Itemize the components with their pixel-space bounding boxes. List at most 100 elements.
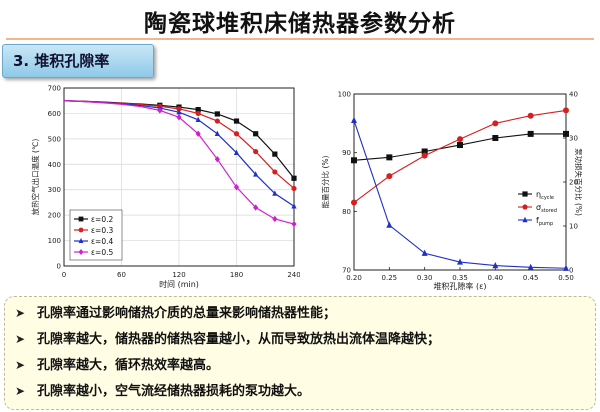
data-point <box>272 169 278 175</box>
bullet-text: 孔隙率越小，空气流经储热器损耗的泵功越大。 <box>37 384 311 399</box>
bullet-item: ➤ 孔隙率越大，循环热效率越高。 <box>15 353 219 377</box>
y-right-tick-label: 20 <box>569 179 578 187</box>
y-axis-label: 放热空气出口温度 (℃) <box>30 139 40 216</box>
legend-marker <box>78 238 84 243</box>
bullet-item: ➤ 孔隙率越大，储热器的储热容量越小，从而导致放热出流体温降越快； <box>15 327 440 351</box>
section-header: 3. 堆积孔隙率 <box>2 44 154 78</box>
data-point <box>421 249 428 256</box>
legend-label-subscript: pump <box>539 221 553 227</box>
bullet-text: 孔隙率通过影响储热介质的总量来影响储热器性能； <box>37 306 337 321</box>
bullet-item: ➤ 孔隙率通过影响储热介质的总量来影响储热器性能； <box>15 301 336 325</box>
x-tick-label: 240 <box>287 271 300 279</box>
y-right-tick-label: 0 <box>569 267 573 275</box>
legend-label: ε=0.3 <box>91 226 113 235</box>
y-right-tick-label: 30 <box>569 135 578 143</box>
x-axis-label: 堆积孔隙率 (ε) <box>433 281 486 290</box>
data-point <box>233 118 240 124</box>
legend-label: ηcycle <box>536 190 554 201</box>
data-point <box>492 262 499 269</box>
y-right-axis-label: 泵功损失百分比 (%) <box>574 148 582 216</box>
x-tick-label: 120 <box>172 271 185 279</box>
section-label: 3. 堆积孔隙率 <box>13 52 110 70</box>
legend-label-subscript: stored <box>541 208 557 214</box>
data-point <box>214 118 220 124</box>
x-tick-label: 0.35 <box>452 274 468 282</box>
data-point <box>253 131 259 137</box>
bullet-text: 孔隙率越大，循环热效率越高。 <box>37 358 220 373</box>
x-tick-label: 0.40 <box>488 274 504 282</box>
data-point <box>176 108 182 115</box>
data-point <box>291 220 297 228</box>
x-tick-label: 0.50 <box>558 274 574 282</box>
data-point <box>492 135 499 141</box>
summary-box: ➤ 孔隙率通过影响储热介质的总量来影响储热器性能； ➤ 孔隙率越大，储热器的储热容量… <box>4 296 596 410</box>
data-point <box>457 142 463 149</box>
arrow-bullet-icon: ➤ <box>15 306 26 320</box>
data-point <box>195 107 201 113</box>
bullet-text: 孔隙率越大，储热器的储热容量越小，从而导致放热出流体温降越快； <box>37 332 441 347</box>
legend-label: fpump <box>536 216 553 227</box>
arrow-bullet-icon: ➤ <box>15 358 26 372</box>
data-point <box>233 149 240 156</box>
data-point <box>233 183 240 191</box>
y-axis-label: 能量百分比 (%) <box>320 156 330 209</box>
data-point <box>563 130 569 137</box>
x-tick-label: 0.25 <box>382 274 398 282</box>
x-tick-label: 0.30 <box>417 274 433 282</box>
data-point <box>253 171 259 177</box>
y-tick-label: 500 <box>48 135 61 143</box>
outlet-temperature-chart: 0 60 120 180 240 0 100 200 300 400 500 600 700 时间 (mi… <box>30 85 300 290</box>
y-right-tick-label: 10 <box>569 223 578 231</box>
legend-label: σstored <box>536 203 557 214</box>
legend-marker <box>522 216 528 223</box>
data-point <box>291 203 297 209</box>
data-point <box>351 157 357 164</box>
data-point <box>214 130 220 136</box>
legend-marker <box>522 191 528 197</box>
porosity-performance-chart: 0.20 0.25 0.30 0.35 0.40 0.45 0.50 70 80 90 100 0 10… <box>320 91 582 291</box>
data-point <box>457 136 463 143</box>
data-point <box>563 264 569 271</box>
x-tick-label: 180 <box>230 271 243 279</box>
arrow-bullet-icon: ➤ <box>15 332 26 346</box>
y-tick-label: 100 <box>48 237 61 245</box>
y-right-tick-label: 40 <box>569 91 578 99</box>
legend-label-subscript: cycle <box>541 195 554 201</box>
data-point <box>492 120 499 127</box>
x-tick-label: 60 <box>117 271 126 279</box>
legend-marker <box>522 204 528 210</box>
x-tick-label: 0.20 <box>346 274 362 282</box>
legend-label: ε=0.4 <box>91 237 113 246</box>
data-point <box>176 114 182 121</box>
data-point <box>421 148 428 155</box>
data-point <box>527 130 534 137</box>
data-point <box>457 258 463 265</box>
data-point <box>195 110 201 117</box>
legend-label: ε=0.5 <box>91 248 113 257</box>
y-tick-label: 400 <box>48 161 61 169</box>
data-point <box>386 173 393 180</box>
page-title: 陶瓷球堆积床储热器参数分析 <box>144 11 456 37</box>
data-point <box>214 111 220 117</box>
data-point <box>253 148 259 155</box>
title-underline <box>6 38 594 40</box>
bullet-item: ➤ 孔隙率越小，空气流经储热器损耗的泵功越大。 <box>15 379 310 403</box>
data-point <box>351 116 357 123</box>
data-point <box>386 154 393 161</box>
y-tick-label: 80 <box>342 208 351 216</box>
y-tick-label: 70 <box>342 267 351 275</box>
legend-marker <box>78 249 84 255</box>
y-tick-label: 200 <box>48 212 61 220</box>
x-tick-label: 0 <box>62 271 66 279</box>
y-tick-label: 90 <box>342 149 351 157</box>
data-point <box>157 107 163 114</box>
data-point <box>233 131 240 137</box>
data-point <box>195 130 201 137</box>
y-tick-label: 700 <box>48 85 61 93</box>
arrow-bullet-icon: ➤ <box>15 384 26 398</box>
legend-marker <box>78 216 84 222</box>
data-point <box>176 106 182 112</box>
y-tick-label: 100 <box>338 91 351 99</box>
data-point <box>563 107 569 114</box>
data-point <box>272 151 278 157</box>
